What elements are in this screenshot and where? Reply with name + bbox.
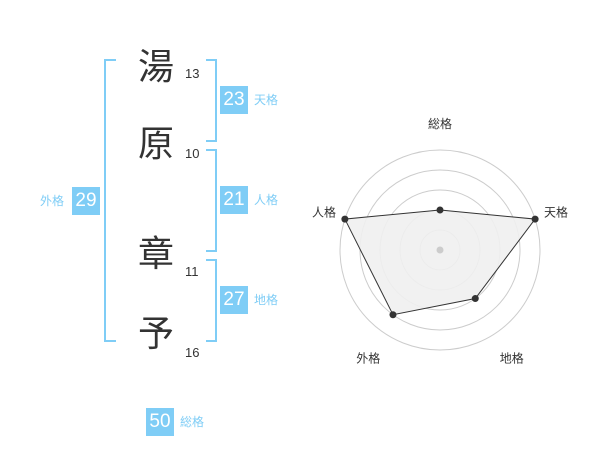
radar-axis-label: 地格 — [500, 351, 524, 366]
radar-axis-label: 人格 — [312, 204, 336, 219]
stroke-count-2: 10 — [185, 146, 200, 161]
soukaku-value: 50 — [146, 408, 174, 436]
radar-axis-label: 天格 — [544, 204, 568, 219]
tenkaku-label: 天格 — [254, 93, 279, 107]
stroke-count-1: 13 — [185, 66, 200, 81]
gaikaku-bracket — [104, 59, 116, 342]
jinkaku-label: 人格 — [254, 193, 279, 207]
gaikaku-value: 29 — [72, 187, 100, 215]
radar-point — [436, 206, 444, 214]
jinkaku-bracket — [206, 149, 217, 252]
gaikaku-label: 外格 — [40, 194, 65, 208]
stroke-count-3: 11 — [185, 264, 199, 279]
radar-ring — [339, 149, 541, 351]
name-char-4: 予 — [137, 314, 174, 355]
tenkaku-value: 23 — [220, 86, 248, 114]
chikaku-bracket — [206, 259, 217, 342]
radar-area — [344, 209, 537, 316]
soukaku-label: 総格 — [180, 415, 205, 429]
stroke-count-4: 16 — [185, 345, 200, 360]
radar-center — [436, 246, 444, 254]
chikaku-label: 地格 — [254, 293, 279, 307]
name-char-3: 章 — [137, 234, 174, 275]
name-char-2: 原 — [137, 124, 174, 165]
chikaku-value: 27 — [220, 286, 248, 314]
radar-point — [341, 215, 349, 223]
radar-point — [471, 295, 479, 303]
name-char-1: 湯 — [137, 47, 174, 88]
radar-axis-label: 外格 — [356, 351, 380, 366]
radar-point — [531, 215, 539, 223]
radar-axis-label: 総格 — [428, 116, 452, 131]
tenkaku-bracket — [206, 59, 217, 142]
jinkaku-value: 21 — [220, 186, 248, 214]
radar-point — [389, 311, 397, 319]
